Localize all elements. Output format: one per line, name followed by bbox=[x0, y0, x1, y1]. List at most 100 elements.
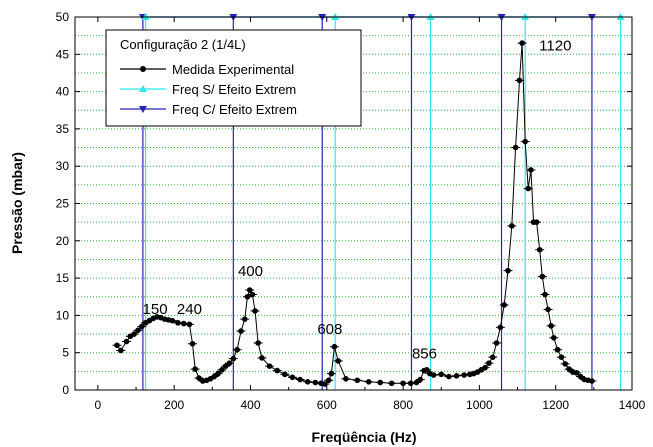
measured-point bbox=[493, 340, 500, 346]
measured-point bbox=[509, 223, 515, 229]
legend-box bbox=[105, 29, 362, 127]
y-tick-label: 25 bbox=[56, 197, 70, 211]
measured-point bbox=[325, 377, 332, 384]
measured-point bbox=[226, 360, 233, 366]
measured-point bbox=[186, 321, 193, 328]
measured-point bbox=[114, 342, 120, 349]
measured-point bbox=[550, 334, 557, 341]
measured-point bbox=[244, 293, 251, 300]
measured-point bbox=[343, 376, 349, 382]
y-tick-label: 5 bbox=[62, 346, 69, 360]
peak-annotation: 856 bbox=[412, 346, 437, 363]
measured-point bbox=[131, 331, 137, 337]
measured-point bbox=[259, 355, 265, 361]
measured-point bbox=[328, 370, 335, 377]
measured-point bbox=[461, 372, 467, 378]
x-axis-label: Freqüência (Hz) bbox=[311, 429, 416, 445]
y-tick-label: 40 bbox=[56, 85, 70, 99]
measured-point bbox=[238, 328, 244, 334]
legend-marker bbox=[139, 106, 147, 113]
measured-point bbox=[219, 367, 225, 373]
measured-point bbox=[222, 363, 229, 369]
annotations: 150 240 400 608 856 1120 bbox=[143, 38, 572, 363]
measured-point bbox=[297, 376, 303, 383]
measured-point bbox=[573, 370, 580, 376]
y-tick-label: 45 bbox=[56, 47, 70, 61]
measured-point bbox=[266, 363, 273, 369]
measured-point bbox=[192, 366, 198, 372]
measured-point bbox=[545, 306, 551, 313]
measured-point bbox=[558, 354, 565, 360]
x-tick-label: 1200 bbox=[542, 398, 569, 412]
measured-point bbox=[246, 287, 253, 293]
legend: Configuração 2 (1/4L) Medida Experimental… bbox=[105, 29, 362, 127]
measured-point bbox=[542, 291, 548, 298]
measured-point bbox=[189, 340, 196, 347]
measured-point bbox=[335, 358, 342, 364]
measured-point bbox=[577, 373, 584, 380]
peak-annotation: 608 bbox=[317, 321, 342, 338]
measured-point bbox=[407, 380, 414, 387]
measured-point bbox=[589, 378, 595, 384]
measured-point bbox=[562, 361, 569, 367]
measured-point bbox=[400, 380, 406, 387]
measured-point bbox=[241, 316, 248, 322]
measured-point bbox=[196, 375, 202, 381]
measured-point bbox=[230, 355, 237, 362]
y-tick-label: 30 bbox=[56, 159, 70, 173]
measured-point bbox=[528, 167, 534, 173]
legend-entry: Medida Experimental bbox=[172, 62, 294, 77]
measured-point bbox=[497, 324, 504, 331]
y-tick-label: 35 bbox=[56, 122, 70, 136]
legend-entry: Freq S/ Efeito Extrem bbox=[172, 82, 296, 97]
legend-title: Configuração 2 (1/4L) bbox=[120, 37, 246, 52]
legend-marker bbox=[139, 85, 147, 92]
measured-point bbox=[169, 317, 176, 324]
measured-point bbox=[554, 346, 561, 353]
measured-point bbox=[539, 273, 546, 280]
measured-point bbox=[249, 291, 256, 298]
measured-point bbox=[536, 246, 543, 253]
peak-annotation: 240 bbox=[177, 301, 202, 318]
measured-point bbox=[117, 347, 124, 354]
measured-point bbox=[180, 320, 187, 327]
measured-point bbox=[123, 338, 130, 345]
measured-point bbox=[175, 320, 181, 326]
measured-point bbox=[486, 360, 492, 366]
measured-point bbox=[388, 380, 395, 387]
x-tick-label: 1000 bbox=[466, 398, 493, 412]
measured-point bbox=[516, 77, 523, 84]
measured-point bbox=[438, 371, 445, 378]
measured-point bbox=[453, 373, 460, 379]
y-axis-label: Pressão (mbar) bbox=[9, 152, 25, 254]
x-tick-label: 1400 bbox=[619, 398, 646, 412]
measured-point bbox=[377, 379, 384, 386]
axes: 0 200 400 600 800 1000 1200 1400 0 5 10 15 20 25 30 35 4… bbox=[56, 10, 646, 412]
measured-point bbox=[430, 372, 437, 378]
measured-point bbox=[354, 377, 361, 384]
legend-marker bbox=[140, 66, 146, 72]
measured-point bbox=[522, 138, 528, 145]
legend-entry: Freq C/ Efeito Extrem bbox=[172, 102, 297, 117]
measured-point bbox=[446, 373, 452, 380]
measured-point bbox=[501, 302, 507, 308]
measured-point bbox=[211, 373, 218, 380]
measured-point bbox=[413, 379, 420, 386]
measured-point bbox=[512, 144, 519, 151]
y-tick-label: 20 bbox=[56, 234, 70, 248]
measured-point bbox=[289, 374, 296, 381]
measured-point bbox=[255, 340, 261, 346]
y-tick-label: 15 bbox=[56, 271, 70, 285]
measured-point bbox=[417, 376, 424, 383]
measured-point bbox=[252, 308, 258, 314]
x-tick-label: 600 bbox=[317, 398, 337, 412]
measured-point bbox=[274, 367, 280, 374]
measured-point bbox=[505, 267, 511, 274]
measured-point bbox=[519, 40, 525, 46]
x-tick-label: 0 bbox=[95, 398, 102, 412]
y-tick-label: 50 bbox=[56, 10, 70, 24]
peak-annotation: 1120 bbox=[539, 38, 571, 55]
y-tick-label: 10 bbox=[56, 308, 70, 322]
measured-point bbox=[533, 219, 540, 225]
